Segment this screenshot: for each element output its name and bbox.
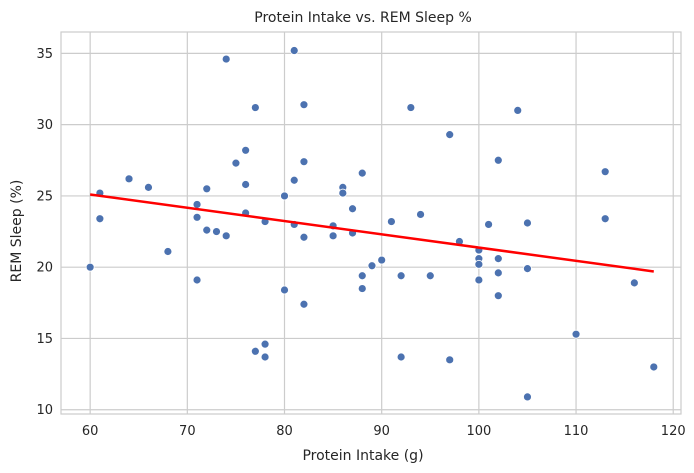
data-point bbox=[192, 275, 202, 285]
x-axis-ticks: 60 70 80 90 100 110 120 bbox=[82, 424, 686, 439]
data-point bbox=[445, 130, 455, 140]
data-point bbox=[289, 175, 299, 185]
data-point bbox=[493, 268, 503, 278]
data-point bbox=[367, 261, 377, 271]
y-tick-label: 10 bbox=[36, 403, 53, 418]
data-point bbox=[221, 231, 231, 241]
x-tick-label: 100 bbox=[466, 424, 491, 439]
data-point bbox=[396, 352, 406, 362]
data-point bbox=[163, 247, 173, 256]
data-point bbox=[493, 254, 503, 264]
x-axis-label: Protein Intake (g) bbox=[302, 448, 423, 464]
data-point bbox=[523, 264, 532, 274]
trend-line bbox=[89, 193, 654, 273]
data-point bbox=[260, 339, 270, 349]
data-point bbox=[280, 191, 289, 201]
data-point bbox=[260, 352, 270, 362]
data-point bbox=[445, 355, 455, 365]
x-tick-label: 110 bbox=[564, 424, 589, 439]
data-point bbox=[85, 262, 95, 272]
data-point bbox=[250, 103, 260, 112]
data-point bbox=[513, 105, 523, 115]
y-tick-label: 20 bbox=[36, 261, 53, 276]
chart-title: Protein Intake vs. REM Sleep % bbox=[254, 10, 472, 26]
data-point bbox=[406, 103, 416, 112]
data-point bbox=[474, 275, 484, 285]
data-point bbox=[523, 218, 532, 228]
data-point bbox=[250, 346, 260, 356]
data-point bbox=[493, 291, 503, 301]
data-point bbox=[212, 227, 221, 236]
data-point bbox=[523, 392, 532, 402]
data-point bbox=[484, 220, 493, 229]
data-point bbox=[299, 157, 309, 167]
data-point bbox=[221, 54, 231, 64]
data-point bbox=[649, 362, 659, 372]
y-tick-label: 30 bbox=[36, 118, 53, 133]
data-point bbox=[241, 180, 251, 189]
data-point bbox=[328, 231, 338, 241]
y-tick-label: 35 bbox=[36, 47, 53, 62]
data-point bbox=[289, 46, 299, 55]
data-point bbox=[600, 214, 610, 224]
x-tick-label: 120 bbox=[661, 424, 686, 439]
data-point bbox=[571, 329, 581, 339]
data-point bbox=[377, 255, 387, 265]
data-point bbox=[241, 145, 251, 155]
y-tick-label: 25 bbox=[36, 189, 53, 204]
data-points bbox=[85, 46, 659, 402]
data-point bbox=[425, 271, 435, 281]
data-point bbox=[474, 259, 484, 269]
data-point bbox=[202, 184, 212, 194]
data-point bbox=[144, 182, 153, 192]
data-point bbox=[299, 232, 309, 242]
data-point bbox=[416, 210, 425, 219]
y-axis-label: REM Sleep (%) bbox=[9, 180, 25, 283]
x-tick-label: 60 bbox=[82, 424, 99, 439]
data-point bbox=[338, 188, 348, 198]
data-point bbox=[95, 214, 105, 224]
data-point bbox=[299, 299, 309, 309]
data-point bbox=[387, 217, 396, 226]
plot-frame bbox=[60, 31, 682, 415]
y-axis-ticks: 10 15 20 25 30 35 bbox=[36, 47, 53, 418]
data-point bbox=[299, 100, 309, 110]
x-tick-label: 70 bbox=[179, 424, 196, 439]
y-tick-label: 15 bbox=[36, 332, 53, 347]
data-point bbox=[192, 200, 202, 209]
data-point bbox=[202, 225, 212, 235]
x-tick-label: 90 bbox=[373, 424, 390, 439]
plot-area bbox=[61, 32, 681, 414]
data-point bbox=[280, 285, 289, 295]
data-point bbox=[600, 167, 610, 177]
data-point bbox=[493, 155, 503, 165]
data-point bbox=[124, 174, 134, 184]
data-point bbox=[231, 158, 241, 168]
data-point bbox=[357, 168, 367, 178]
data-point bbox=[348, 204, 357, 214]
x-tick-label: 80 bbox=[276, 424, 293, 439]
data-point bbox=[357, 271, 367, 281]
data-point bbox=[192, 212, 202, 222]
data-point bbox=[396, 271, 406, 281]
data-point bbox=[629, 278, 639, 288]
data-point bbox=[357, 284, 367, 293]
